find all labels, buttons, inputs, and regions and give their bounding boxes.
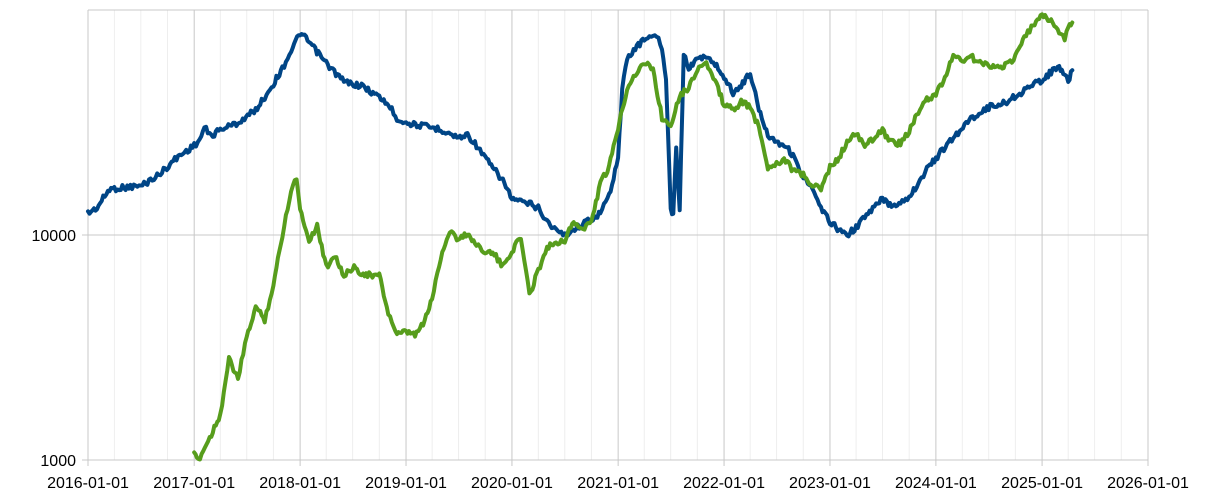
x-tick-label: 2018-01-01 — [259, 475, 341, 492]
series-line-1 — [86, 32, 1075, 239]
x-tick-label: 2017-01-01 — [153, 475, 235, 492]
x-tick-label: 2016-01-01 — [47, 475, 129, 492]
x-tick-label: 2020-01-01 — [471, 475, 553, 492]
x-tick-label: 2025-01-01 — [1001, 475, 1083, 492]
x-tick-label: 2024-01-01 — [895, 475, 977, 492]
y-tick-label: 1000 — [40, 453, 76, 470]
x-tick-label: 2021-01-01 — [577, 475, 659, 492]
y-tick-label: 10000 — [32, 228, 77, 245]
tick-labels: 2016-01-01 2017-01-01 2018-01-01 2019-01-01… — [32, 228, 1190, 492]
x-tick-label: 2023-01-01 — [789, 475, 871, 492]
x-tick-label: 2026-01-01 — [1107, 475, 1189, 492]
grid — [82, 9, 1149, 466]
series-line-2 — [192, 12, 1075, 462]
series-layer — [86, 12, 1075, 462]
x-tick-label: 2019-01-01 — [365, 475, 447, 492]
x-tick-label: 2022-01-01 — [683, 475, 765, 492]
